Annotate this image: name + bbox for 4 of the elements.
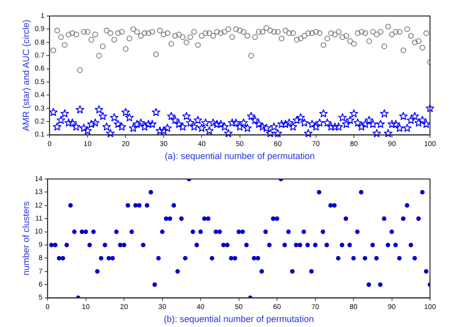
y-axis-title: AMR (star) and AUC (circle) bbox=[20, 20, 31, 132]
y-axis-title: number of clusters bbox=[20, 200, 31, 276]
x-axis-title: (a): sequential number of permutation bbox=[164, 151, 315, 162]
x-axis-title: (b): sequential number of permutation bbox=[164, 314, 314, 324]
